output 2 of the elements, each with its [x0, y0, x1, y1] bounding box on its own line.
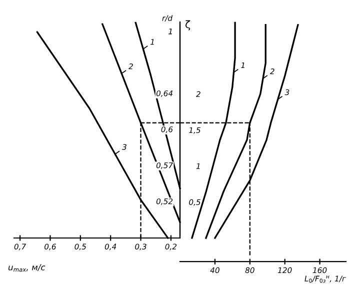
- x-axis-title: u$_{max}$, м/с: [8, 264, 46, 272]
- y-axis-title: ζ: [186, 20, 190, 30]
